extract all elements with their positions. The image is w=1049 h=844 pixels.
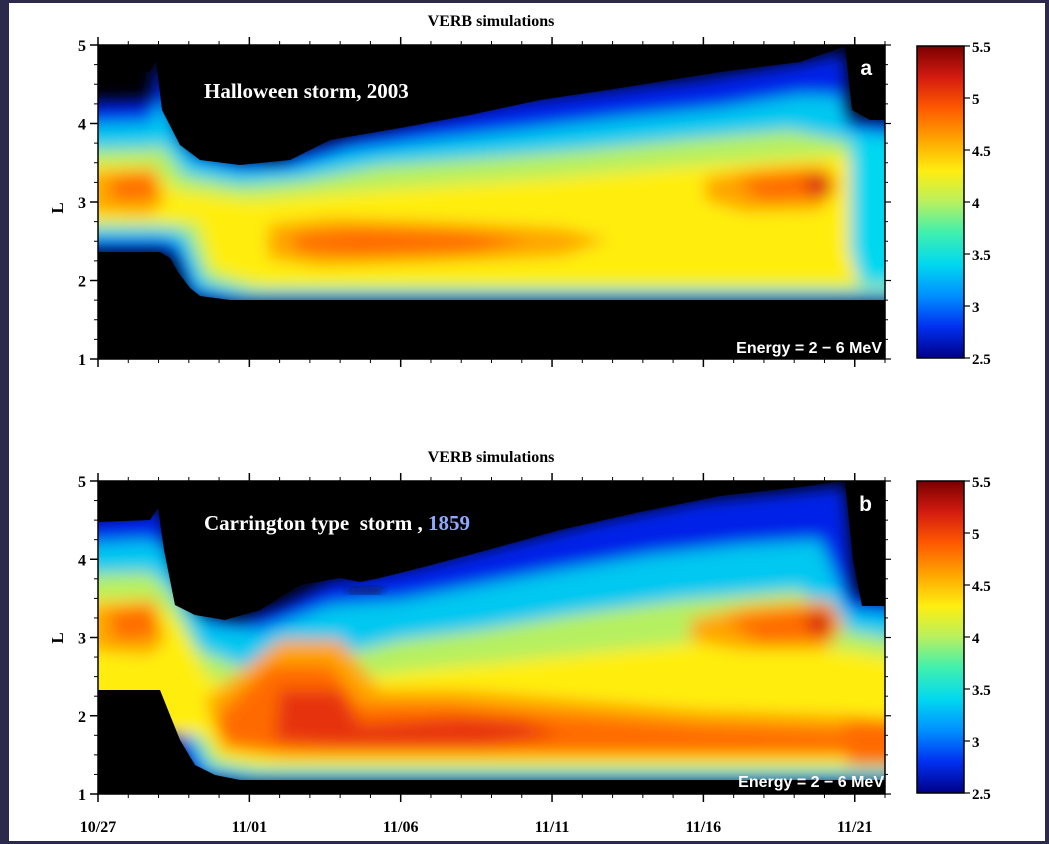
y-tick-label: 5 [78, 474, 86, 491]
y-tick-label: 1 [78, 352, 86, 369]
panel-b-title: VERB simulations [428, 449, 555, 466]
colorbar-tick-label: 4 [972, 196, 980, 212]
panel-b-annotation-part-2: 1859 [428, 511, 470, 535]
panel-b-heatmap [98, 481, 885, 794]
panel-a-title: VERB simulations [428, 13, 555, 30]
colorbar-tick-label: 4.5 [972, 579, 991, 595]
y-tick-label: 4 [78, 117, 86, 134]
panel-b-energy-label: Energy = 2 − 6 MeV [738, 774, 884, 791]
y-tick-label: 2 [78, 709, 86, 726]
colorbar-tick-label: 5 [972, 92, 980, 108]
x-tick-label: 11/01 [232, 819, 268, 836]
slide-frame-top [0, 0, 1049, 3]
colorbar-tick-label: 3 [972, 735, 980, 751]
colorbar-a-ticks: 5.5 5 4.5 4 3.5 3 2.5 [964, 40, 991, 368]
y-tick-label: 3 [78, 195, 86, 212]
colorbar-tick-label: 3 [972, 300, 980, 316]
y-tick-label: 4 [78, 552, 86, 569]
colorbar-a: 5.5 5 4.5 4 3.5 3 2.5 [916, 40, 991, 368]
panel-a-panel-label: a [860, 57, 872, 80]
colorbar-tick-label: 2.5 [972, 352, 991, 368]
x-tick-label: 10/27 [80, 819, 116, 836]
x-tick-label: 11/11 [535, 819, 570, 836]
colorbar-tick-label: 5.5 [972, 475, 991, 491]
y-tick-label: 5 [78, 38, 86, 55]
x-tick-label: 11/06 [383, 819, 419, 836]
colorbar-tick-label: 3.5 [972, 683, 991, 699]
colorbar-tick-label: 3.5 [972, 248, 991, 264]
y-tick-label: 1 [78, 787, 86, 804]
slide-frame-right [1045, 0, 1049, 844]
colorbar-tick-label: 4.5 [972, 144, 991, 160]
colorbar-tick-label: 5.5 [972, 40, 991, 56]
panel-a-y-label: L [48, 202, 67, 213]
slide-frame-bottom [0, 841, 1049, 844]
colorbar-tick-label: 5 [972, 527, 980, 543]
panel-a-annotation: Halloween storm, 2003 [204, 79, 409, 103]
panel-b: VERB simulations [48, 449, 891, 836]
panel-a: VERB simulations 5 4 3 2 1 [48, 13, 891, 369]
panel-b-annotation: Carrington type storm , 1859 [204, 511, 470, 535]
colorbar-tick-label: 4 [972, 631, 980, 647]
colorbar-b-ticks: 5.5 5 4.5 4 3.5 3 2.5 [964, 475, 991, 803]
colorbar-tick-label: 2.5 [972, 787, 991, 803]
colorbar-b: 5.5 5 4.5 4 3.5 3 2.5 [916, 475, 991, 803]
y-tick-label: 2 [78, 274, 86, 291]
panel-a-energy-label: Energy = 2 − 6 MeV [736, 340, 882, 357]
slide-frame-left [0, 0, 9, 844]
panel-b-y-axis: 5 4 3 2 1 [78, 474, 891, 804]
x-axis-date-labels: 10/27 11/01 11/06 11/11 11/16 11/21 [80, 819, 873, 836]
panel-a-x-ticks [97, 37, 886, 367]
panel-b-x-ticks [97, 473, 886, 802]
panel-b-annotation-part-1: Carrington type storm , [204, 511, 428, 535]
panel-b-panel-label: b [859, 493, 872, 516]
panel-a-y-axis: 5 4 3 2 1 [78, 38, 891, 369]
x-tick-label: 11/16 [686, 819, 722, 836]
x-tick-label: 11/21 [837, 819, 873, 836]
panel-b-y-label: L [48, 632, 67, 643]
panel-a-heatmap [98, 45, 885, 359]
y-tick-label: 3 [78, 631, 86, 648]
